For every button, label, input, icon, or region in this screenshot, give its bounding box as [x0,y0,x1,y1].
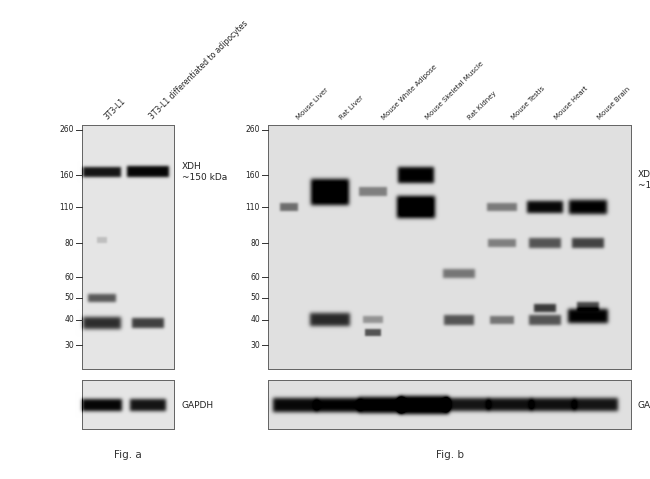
Text: Rat Kidney: Rat Kidney [467,90,498,121]
Text: 160: 160 [60,171,74,180]
Text: GAPDH: GAPDH [638,400,650,410]
Text: Mouse White Adipose: Mouse White Adipose [381,64,438,121]
Text: 80: 80 [250,239,260,248]
Text: Rat Liver: Rat Liver [338,95,364,121]
Text: Fig. a: Fig. a [114,450,142,460]
Text: Mouse Heart: Mouse Heart [553,85,588,121]
Text: 260: 260 [60,125,74,135]
Text: 30: 30 [250,341,260,350]
Text: Mouse Skeletal Muscle: Mouse Skeletal Muscle [424,61,484,121]
Text: Mouse Testis: Mouse Testis [510,86,545,121]
Text: Fig. b: Fig. b [436,450,464,460]
Text: 3T3-L1: 3T3-L1 [102,96,127,121]
Text: 110: 110 [60,203,74,212]
Text: 60: 60 [250,273,260,282]
Text: 3T3-L1 differentiated to adipocytes: 3T3-L1 differentiated to adipocytes [148,19,250,121]
Text: 40: 40 [64,316,74,324]
Text: 50: 50 [64,294,74,303]
Text: 110: 110 [246,203,260,212]
Text: XDH
~150 kDa: XDH ~150 kDa [638,170,650,190]
Text: 50: 50 [250,294,260,303]
Text: XDH
~150 kDa: XDH ~150 kDa [182,162,228,182]
Text: 30: 30 [64,341,74,350]
Text: Mouse Liver: Mouse Liver [295,87,329,121]
Text: 60: 60 [64,273,74,282]
Text: Mouse Brain: Mouse Brain [596,86,631,121]
Text: 80: 80 [64,239,74,248]
Text: 160: 160 [246,171,260,180]
Text: 40: 40 [250,316,260,324]
Text: 260: 260 [246,125,260,135]
Text: GAPDH: GAPDH [182,400,214,410]
